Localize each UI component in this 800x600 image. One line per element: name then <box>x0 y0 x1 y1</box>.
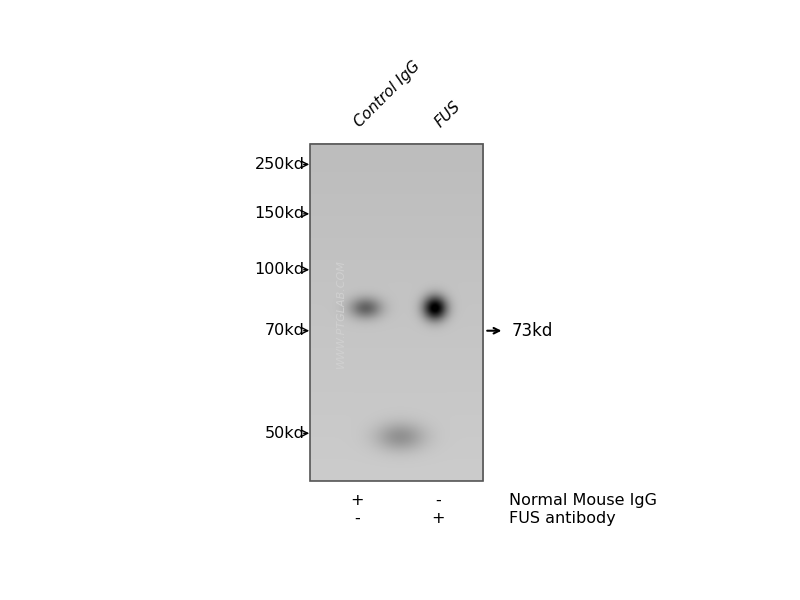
Text: 70kd: 70kd <box>265 323 305 338</box>
Text: 73kd: 73kd <box>512 322 553 340</box>
Text: Control IgG: Control IgG <box>351 58 422 130</box>
Text: FUS: FUS <box>432 98 463 130</box>
Text: 100kd: 100kd <box>254 262 305 277</box>
Text: -: - <box>354 511 360 526</box>
Text: WWW.PTGLAB.COM: WWW.PTGLAB.COM <box>336 259 346 368</box>
Text: 250kd: 250kd <box>254 157 305 172</box>
Text: -: - <box>435 493 441 508</box>
Text: FUS antibody: FUS antibody <box>510 511 616 526</box>
Text: +: + <box>431 511 445 526</box>
Bar <box>310 143 483 481</box>
Text: 50kd: 50kd <box>265 426 305 441</box>
Text: 150kd: 150kd <box>254 206 305 221</box>
Text: Normal Mouse IgG: Normal Mouse IgG <box>510 493 658 508</box>
Text: +: + <box>350 493 364 508</box>
